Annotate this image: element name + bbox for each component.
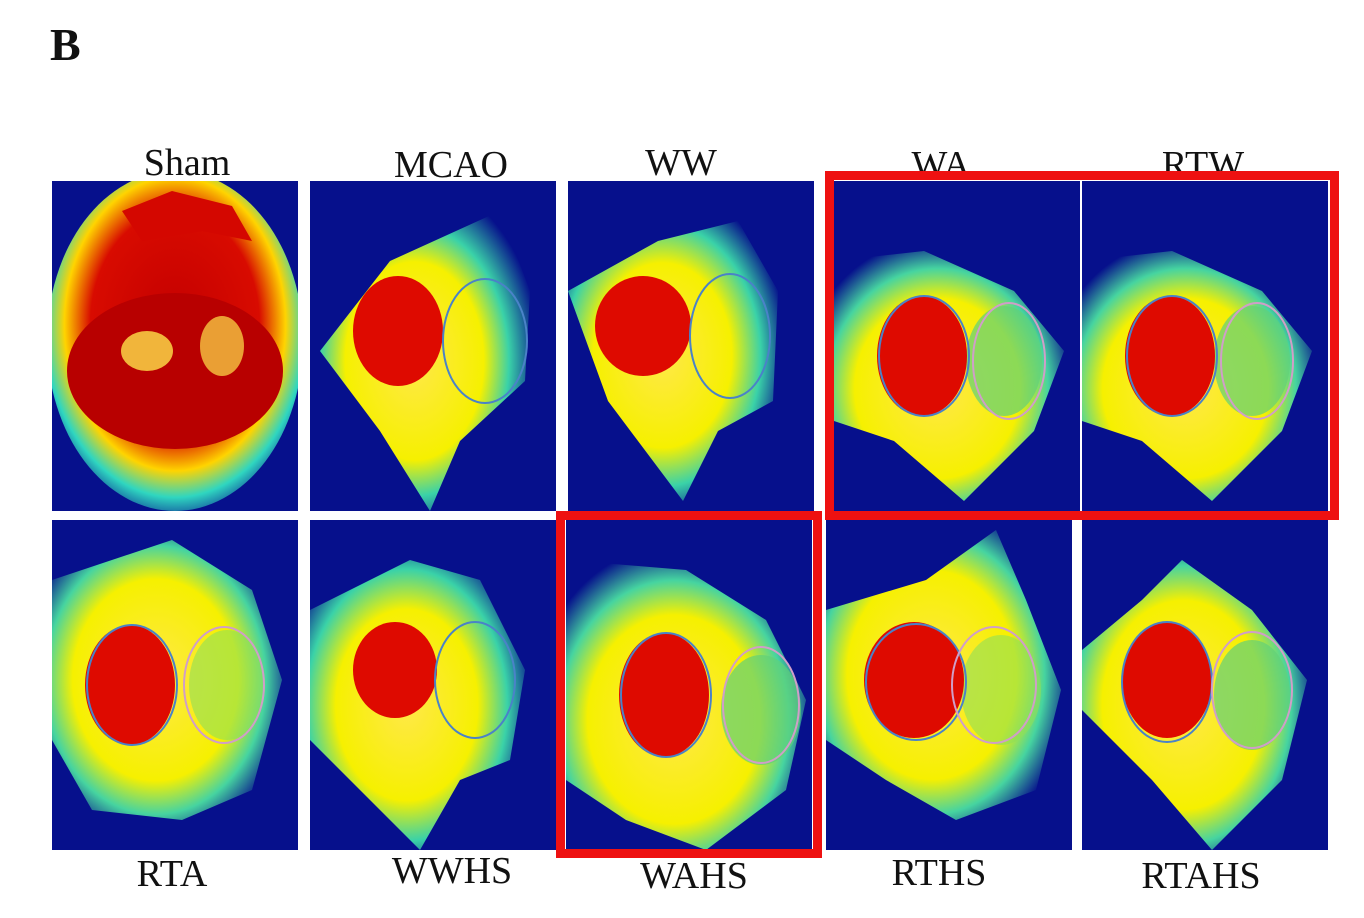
label-wa: WA <box>911 144 971 186</box>
laser-speckle-image-ww <box>568 181 814 511</box>
label-wwhs: WWHS <box>391 850 513 892</box>
label-mcao: MCAO <box>393 144 509 186</box>
label-sham: Sham <box>143 142 231 184</box>
laser-speckle-image-rtahs <box>1082 520 1328 850</box>
label-ww: WW <box>645 142 717 184</box>
panel-letter: B <box>50 19 81 70</box>
label-rtahs: RTAHS <box>1141 855 1261 897</box>
laser-speckle-image-wwhs <box>310 520 556 850</box>
label-rta: RTA <box>136 853 208 895</box>
laser-speckle-image-rtw <box>1082 181 1328 511</box>
laser-speckle-image-wa <box>834 181 1080 511</box>
laser-speckle-image-sham <box>52 181 298 511</box>
laser-speckle-image-rths <box>826 520 1072 850</box>
label-rths: RTHS <box>891 852 987 894</box>
laser-speckle-image-rta <box>52 520 298 850</box>
label-wahs: WAHS <box>640 855 748 897</box>
laser-speckle-image-wahs <box>566 520 812 850</box>
label-rtw: RTW <box>1161 144 1245 186</box>
laser-speckle-image-mcao <box>310 181 556 511</box>
